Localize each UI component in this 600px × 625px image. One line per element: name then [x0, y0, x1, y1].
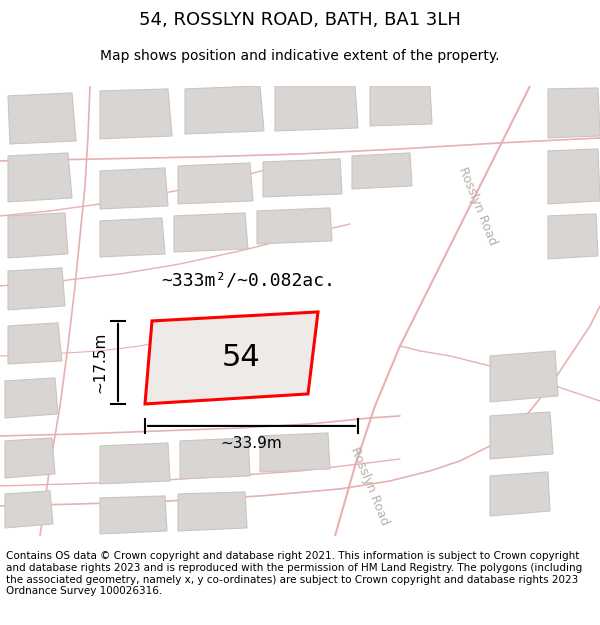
Polygon shape	[352, 153, 412, 189]
Polygon shape	[260, 433, 330, 472]
Polygon shape	[275, 86, 358, 131]
Text: ~17.5m: ~17.5m	[92, 332, 107, 393]
Polygon shape	[8, 153, 72, 202]
Polygon shape	[5, 438, 55, 478]
Polygon shape	[490, 412, 553, 459]
Polygon shape	[490, 472, 550, 516]
Polygon shape	[5, 491, 53, 528]
Text: 54, ROSSLYN ROAD, BATH, BA1 3LH: 54, ROSSLYN ROAD, BATH, BA1 3LH	[139, 11, 461, 29]
Polygon shape	[8, 268, 65, 310]
Polygon shape	[257, 208, 332, 244]
Polygon shape	[548, 88, 600, 138]
Polygon shape	[548, 149, 600, 204]
Text: Contains OS data © Crown copyright and database right 2021. This information is : Contains OS data © Crown copyright and d…	[6, 551, 582, 596]
Polygon shape	[145, 312, 318, 404]
Polygon shape	[178, 492, 247, 531]
Text: Map shows position and indicative extent of the property.: Map shows position and indicative extent…	[100, 49, 500, 63]
Polygon shape	[100, 89, 172, 139]
Polygon shape	[100, 168, 168, 209]
Polygon shape	[174, 213, 248, 252]
Text: Rosslyn Road: Rosslyn Road	[349, 445, 392, 527]
Polygon shape	[178, 163, 253, 204]
Polygon shape	[100, 218, 165, 257]
Polygon shape	[263, 159, 342, 197]
Polygon shape	[180, 438, 250, 479]
Polygon shape	[100, 443, 170, 484]
Polygon shape	[8, 213, 68, 258]
Text: ~33.9m: ~33.9m	[221, 436, 283, 451]
Polygon shape	[8, 323, 62, 364]
Polygon shape	[370, 86, 432, 126]
Polygon shape	[5, 378, 58, 418]
Polygon shape	[185, 86, 264, 134]
Polygon shape	[8, 93, 76, 144]
Polygon shape	[490, 351, 558, 402]
Text: ~333m²/~0.082ac.: ~333m²/~0.082ac.	[161, 272, 335, 290]
Polygon shape	[548, 214, 598, 259]
Text: Rosslyn Road: Rosslyn Road	[457, 165, 500, 247]
Polygon shape	[100, 496, 167, 534]
Text: 54: 54	[221, 343, 260, 372]
